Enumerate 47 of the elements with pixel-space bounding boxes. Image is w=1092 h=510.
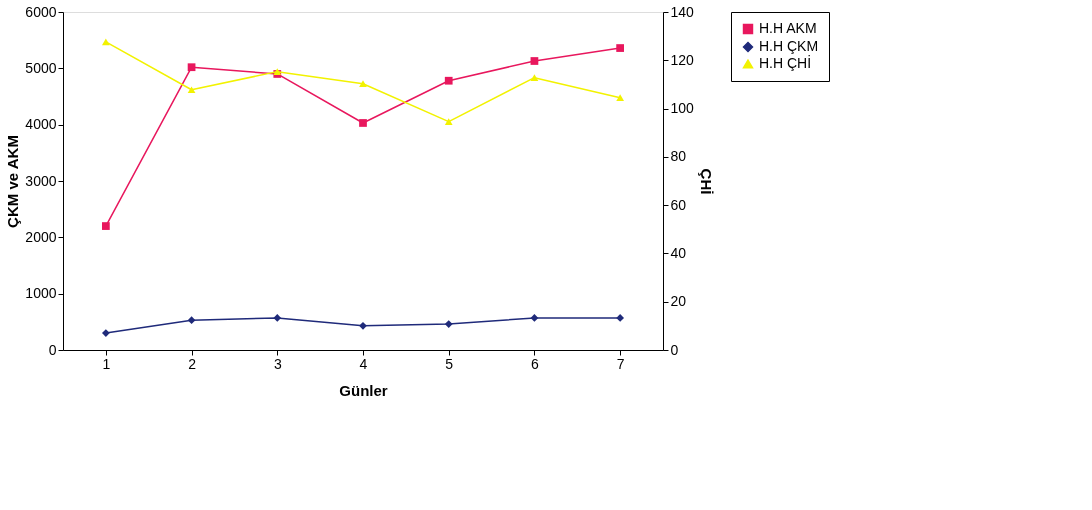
legend-label: H.H ÇHİ <box>759 54 812 71</box>
y2-tick-label: 100 <box>670 100 695 117</box>
point <box>444 76 453 85</box>
point <box>359 119 367 127</box>
point <box>101 38 110 46</box>
x-tick-label: 5 <box>445 355 454 372</box>
y2-tick-label: 40 <box>670 244 687 261</box>
y-tick-label: 1000 <box>25 285 57 302</box>
x-tick-label: 3 <box>273 355 282 372</box>
legend-label: H.H AKM <box>759 20 817 36</box>
point <box>187 316 196 325</box>
y-tick-label: 6000 <box>25 3 57 20</box>
point <box>444 320 453 328</box>
y-tick-label: 2000 <box>25 228 57 245</box>
x-tick-label: 1 <box>102 355 111 372</box>
x-axis-title: Günler <box>339 381 388 399</box>
y2-tick-label: 20 <box>670 293 687 310</box>
y2-axis-title: ÇHİ <box>697 168 715 195</box>
x-tick-label: 2 <box>188 355 197 372</box>
legend-label: H.H ÇKM <box>759 38 819 54</box>
point <box>444 118 453 125</box>
point <box>359 80 367 88</box>
y-tick-label: 5000 <box>25 59 57 76</box>
y2-tick-label: 0 <box>670 341 679 358</box>
point <box>101 329 110 337</box>
point <box>273 314 282 322</box>
y-axis-title: ÇKM ve AKM <box>4 135 22 228</box>
x-tick-label: 7 <box>616 355 625 372</box>
point <box>616 314 625 322</box>
point <box>616 94 625 102</box>
y-tick-label: 4000 <box>25 116 57 133</box>
point <box>530 74 539 82</box>
y2-tick-label: 120 <box>670 51 695 68</box>
y2-tick-label: 140 <box>670 3 695 20</box>
x-tick-label: 6 <box>531 355 540 372</box>
x-tick-label: 4 <box>359 355 368 372</box>
point <box>616 44 625 52</box>
y2-tick-label: 60 <box>670 196 687 213</box>
y2-tick-label: 80 <box>670 148 687 165</box>
point <box>187 86 196 94</box>
point <box>530 57 539 65</box>
point <box>359 321 367 330</box>
point <box>101 222 110 230</box>
point <box>187 63 196 72</box>
y-tick-label: 3000 <box>25 172 57 189</box>
point <box>530 314 539 322</box>
y-tick-label: 0 <box>48 341 57 358</box>
